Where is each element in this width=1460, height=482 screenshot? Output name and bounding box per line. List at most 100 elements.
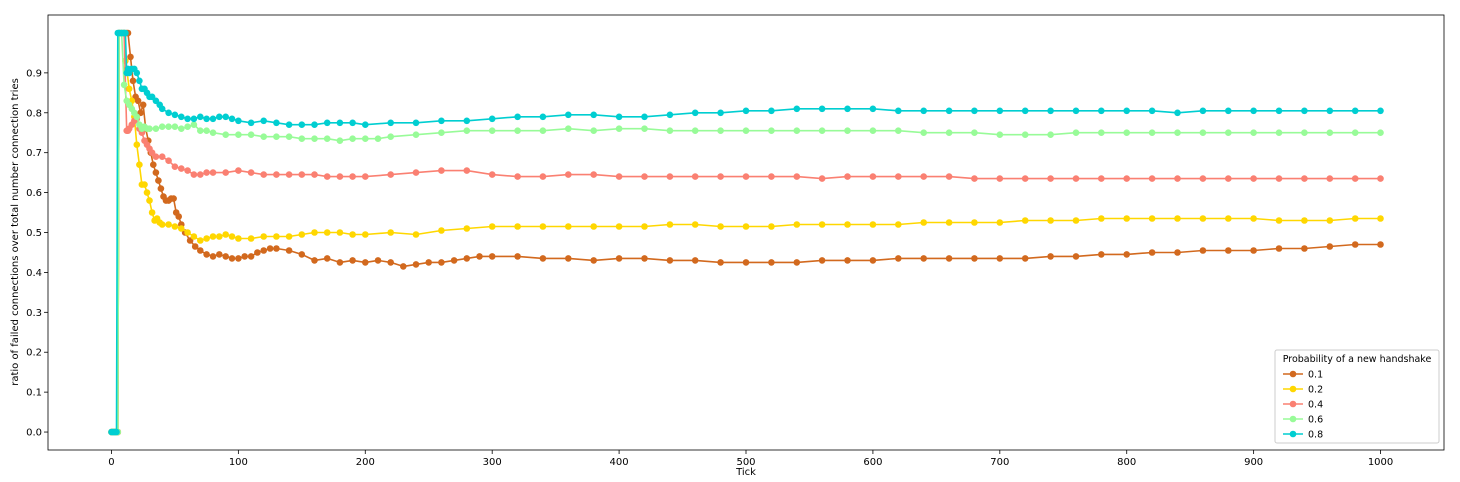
series-line — [111, 32, 1381, 433]
data-point — [152, 153, 160, 160]
data-point — [387, 119, 395, 127]
data-point — [235, 235, 242, 242]
data-point — [197, 127, 204, 134]
legend: Probability of a new handshake 0.1 0.2 0.4… — [1274, 349, 1440, 444]
data-point — [463, 117, 471, 125]
data-point — [895, 221, 902, 228]
data-point — [539, 173, 547, 180]
data-point — [158, 123, 166, 130]
data-point — [266, 245, 274, 252]
data-point — [1225, 247, 1232, 254]
data-point — [1250, 247, 1257, 254]
data-point — [336, 119, 344, 127]
data-point — [362, 259, 369, 266]
data-point — [768, 259, 775, 266]
data-point — [590, 171, 597, 178]
y-axis-label: ratio of failed connections over total n… — [10, 78, 21, 386]
data-point — [768, 223, 775, 230]
data-point — [165, 123, 172, 130]
data-point — [146, 125, 153, 132]
data-point — [742, 107, 750, 115]
data-point — [945, 219, 953, 226]
data-point — [844, 173, 851, 180]
data-point — [945, 173, 953, 180]
data-point — [136, 77, 143, 85]
data-point — [141, 181, 148, 188]
data-point — [844, 127, 851, 134]
data-point — [148, 209, 156, 216]
data-point — [184, 123, 191, 130]
data-point — [1123, 215, 1130, 222]
data-point — [438, 167, 445, 174]
data-point — [247, 235, 255, 242]
data-point — [362, 135, 369, 142]
data-point — [768, 107, 775, 115]
data-point — [203, 251, 210, 258]
data-point — [155, 177, 162, 184]
data-point — [438, 129, 445, 136]
data-point — [565, 125, 572, 132]
data-point — [178, 125, 185, 132]
data-point — [1351, 241, 1359, 248]
data-point — [374, 257, 382, 264]
data-point — [1225, 215, 1232, 222]
data-point — [869, 221, 877, 228]
data-point — [450, 257, 458, 264]
data-point — [362, 121, 369, 128]
data-point — [1047, 217, 1054, 224]
data-point — [666, 111, 674, 119]
x-tick-label: 300 — [483, 457, 502, 468]
legend-label: 0.8 — [1308, 430, 1323, 441]
data-point — [438, 227, 445, 234]
data-point — [190, 233, 198, 240]
data-point — [387, 229, 395, 236]
data-point — [920, 255, 927, 262]
data-point — [793, 221, 801, 228]
data-point — [1047, 107, 1054, 115]
data-point — [247, 131, 255, 138]
data-point — [793, 259, 801, 266]
data-point — [400, 263, 407, 270]
data-point — [1377, 107, 1384, 115]
series-line — [111, 32, 1381, 433]
data-point — [1072, 175, 1080, 182]
x-tick-label: 1000 — [1368, 457, 1393, 468]
data-point — [717, 109, 724, 117]
data-point — [869, 127, 877, 134]
data-point — [349, 231, 356, 238]
x-tick-label: 700 — [990, 457, 1009, 468]
legend-label: 0.4 — [1308, 400, 1323, 411]
data-point — [818, 127, 826, 134]
y-axis-ticks: 0.0 0.1 0.2 0.3 0.4 0.5 0.6 0.7 0.8 0.9 — [26, 68, 48, 439]
data-point — [298, 121, 306, 128]
data-point — [539, 255, 547, 262]
data-point — [565, 255, 572, 262]
data-point — [1148, 107, 1156, 115]
data-point — [235, 131, 242, 138]
data-point — [615, 173, 623, 180]
data-point — [197, 113, 204, 121]
data-point — [273, 133, 280, 140]
data-point — [125, 85, 133, 93]
data-point — [1377, 241, 1384, 248]
x-tick-label: 100 — [229, 457, 248, 468]
data-point — [228, 233, 236, 240]
data-point — [273, 119, 280, 127]
data-point — [1072, 129, 1080, 136]
data-point — [203, 127, 210, 134]
data-point — [1072, 217, 1080, 224]
data-point — [438, 259, 445, 266]
data-point — [1326, 129, 1334, 136]
data-point — [514, 173, 521, 180]
data-point — [298, 135, 306, 142]
data-point — [1021, 217, 1029, 224]
data-point — [323, 173, 331, 180]
data-point — [1351, 107, 1359, 115]
data-point — [171, 223, 179, 230]
data-point — [285, 133, 293, 140]
data-point — [349, 119, 356, 127]
data-point — [323, 119, 331, 127]
data-point — [136, 161, 143, 168]
data-point — [184, 229, 191, 236]
data-point — [134, 97, 142, 105]
